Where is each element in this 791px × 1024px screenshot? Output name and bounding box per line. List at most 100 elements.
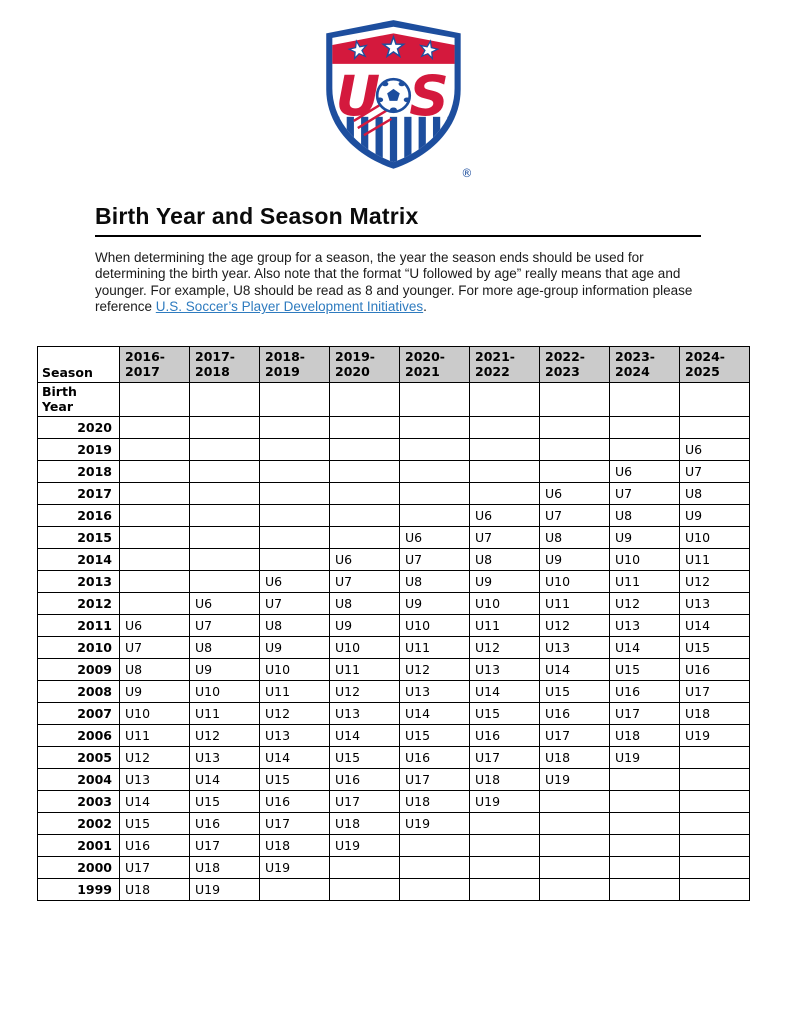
age-group-cell: U14 — [399, 701, 470, 725]
age-group-cell: U8 — [469, 547, 540, 571]
age-group-cell — [329, 381, 400, 417]
age-group-cell: U18 — [469, 767, 540, 791]
us-soccer-logo: U S ® — [317, 16, 475, 181]
age-group-cell: U6 — [539, 481, 610, 505]
age-group-cell: U14 — [469, 679, 540, 703]
svg-text:S: S — [409, 64, 449, 128]
age-group-cell: U16 — [259, 789, 330, 813]
age-group-cell — [469, 437, 540, 461]
age-group-cell: U12 — [329, 679, 400, 703]
birth-year-cell: 2002 — [37, 811, 120, 835]
age-group-cell — [259, 877, 330, 901]
age-group-cell: U11 — [609, 569, 680, 593]
age-group-cell: U18 — [119, 877, 190, 901]
age-group-cell — [539, 877, 610, 901]
age-group-cell: U8 — [539, 525, 610, 549]
season-column-header: 2021-2022 — [469, 345, 540, 383]
age-group-cell: U12 — [259, 701, 330, 725]
age-group-cell: U14 — [539, 657, 610, 681]
age-group-cell: U9 — [679, 503, 750, 527]
age-group-cell — [609, 767, 680, 791]
age-group-cell — [119, 459, 190, 483]
age-group-cell: U19 — [539, 767, 610, 791]
age-group-cell — [259, 547, 330, 571]
age-group-cell: U11 — [399, 635, 470, 659]
age-group-cell — [469, 855, 540, 879]
age-group-cell — [539, 437, 610, 461]
age-group-cell: U15 — [189, 789, 260, 813]
birth-year-cell: 2005 — [37, 745, 120, 769]
age-group-cell — [609, 855, 680, 879]
age-group-cell — [539, 415, 610, 439]
age-group-cell: U19 — [189, 877, 260, 901]
age-group-cell — [469, 481, 540, 505]
age-group-cell — [679, 789, 750, 813]
age-group-cell: U8 — [399, 569, 470, 593]
birth-year-cell: 2016 — [37, 503, 120, 527]
age-group-cell: U16 — [119, 833, 190, 857]
age-group-cell: U15 — [679, 635, 750, 659]
age-group-cell: U16 — [679, 657, 750, 681]
age-group-cell: U12 — [539, 613, 610, 637]
age-group-cell: U9 — [119, 679, 190, 703]
age-group-cell: U9 — [329, 613, 400, 637]
table-row: 2018 U6 U7 — [37, 459, 750, 483]
table-row: 2017 U6 U7 U8 — [37, 481, 750, 505]
age-group-cell — [539, 459, 610, 483]
age-group-cell: U10 — [679, 525, 750, 549]
age-group-cell — [679, 833, 750, 857]
age-group-cell: U15 — [329, 745, 400, 769]
birth-year-cell: 2010 — [37, 635, 120, 659]
age-group-cell — [259, 503, 330, 527]
table-row: 2015 U6 U7 U8 U9 U10 — [37, 525, 750, 549]
player-development-initiatives-link[interactable]: U.S. Soccer’s Player Development Initiat… — [155, 299, 424, 315]
age-group-cell — [329, 877, 400, 901]
age-group-cell — [399, 877, 470, 901]
age-group-cell: U9 — [189, 657, 260, 681]
table-row: 2016 U6 U7 U8 U9 — [37, 503, 750, 527]
table-row: 2019 U6 — [37, 437, 750, 461]
birth-year-axis-label: Birth Year — [37, 381, 120, 417]
birth-year-cell: 2019 — [37, 437, 120, 461]
age-group-cell — [399, 833, 470, 857]
age-group-cell: U8 — [609, 503, 680, 527]
age-group-cell — [469, 811, 540, 835]
season-column-header: 2017-2018 — [189, 345, 260, 383]
age-group-cell — [609, 877, 680, 901]
age-group-cell — [329, 503, 400, 527]
age-group-cell: U14 — [329, 723, 400, 747]
age-group-cell: U12 — [609, 591, 680, 615]
age-group-cell: U11 — [189, 701, 260, 725]
age-group-cell — [189, 569, 260, 593]
age-group-cell — [189, 437, 260, 461]
age-group-cell: U6 — [679, 437, 750, 461]
age-group-cell: U18 — [679, 701, 750, 725]
age-group-cell: U10 — [259, 657, 330, 681]
table-row: 2011 U6 U7 U8 U9 U10 U11 U12 U13 U14 — [37, 613, 750, 637]
age-group-cell — [679, 811, 750, 835]
birth-year-cell: 2006 — [37, 723, 120, 747]
age-group-cell: U9 — [609, 525, 680, 549]
table-row: 2000 U17 U18 U19 — [37, 855, 750, 879]
age-group-cell: U9 — [469, 569, 540, 593]
age-group-cell: U12 — [679, 569, 750, 593]
age-group-cell: U13 — [399, 679, 470, 703]
age-group-cell: U19 — [329, 833, 400, 857]
age-group-cell: U16 — [609, 679, 680, 703]
age-group-cell — [259, 525, 330, 549]
birth-year-cell: 2013 — [37, 569, 120, 593]
age-group-cell — [119, 569, 190, 593]
age-group-cell: U11 — [259, 679, 330, 703]
table-row: 2014 U6 U7 U8 U9 U10 U11 — [37, 547, 750, 571]
age-group-cell: U9 — [539, 547, 610, 571]
age-group-cell: U18 — [609, 723, 680, 747]
age-group-cell: U7 — [609, 481, 680, 505]
age-group-cell — [609, 789, 680, 813]
age-group-cell: U19 — [399, 811, 470, 835]
age-group-cell: U16 — [539, 701, 610, 725]
age-group-cell: U11 — [329, 657, 400, 681]
birth-year-cell: 2003 — [37, 789, 120, 813]
age-group-cell: U12 — [189, 723, 260, 747]
age-group-cell: U6 — [469, 503, 540, 527]
